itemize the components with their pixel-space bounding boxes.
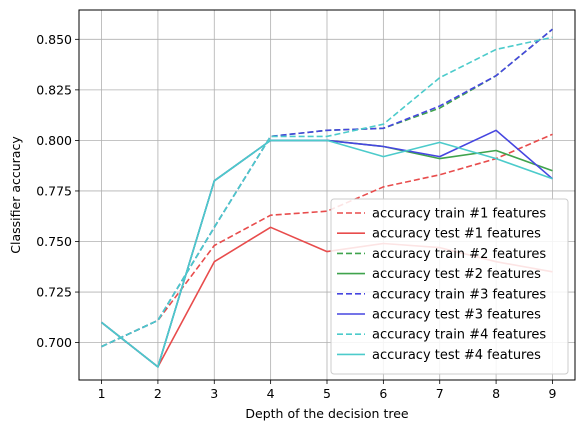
x-tick-label: 6: [379, 386, 387, 401]
y-tick-label: 0.850: [36, 32, 72, 47]
y-tick-label: 0.750: [36, 234, 72, 249]
legend-label-4: accuracy test #2 features: [372, 267, 541, 282]
series-layer: [101, 28, 554, 368]
legend-label-8: accuracy test #4 features: [372, 348, 541, 363]
y-tick-label: 0.725: [36, 285, 72, 300]
x-axis-ticks: 1 2 3 4 5 6 7 8 9: [98, 380, 556, 401]
y-tick-label: 0.700: [36, 335, 72, 350]
series-line-7: [101, 36, 553, 348]
x-tick-label: 8: [492, 386, 500, 401]
y-tick-label: 0.775: [36, 183, 72, 198]
x-axis-label: Depth of the decision tree: [245, 406, 409, 421]
x-tick-label: 5: [323, 386, 331, 401]
legend-box: [330, 198, 569, 375]
y-tick-label: 0.825: [36, 82, 72, 97]
x-tick-label: 4: [267, 386, 275, 401]
series-line-8: [101, 139, 553, 368]
x-tick-label: 7: [436, 386, 444, 401]
y-axis-label: Classifier accuracy: [8, 136, 23, 254]
series-line-1: [101, 133, 553, 348]
x-tick-label: 2: [154, 386, 162, 401]
x-tick-label: 3: [210, 386, 218, 401]
y-tick-label: 0.800: [36, 133, 72, 148]
legend-label-5: accuracy train #3 features: [372, 287, 546, 302]
legend: accuracy train #1 features accuracy test …: [330, 198, 569, 375]
legend-label-2: accuracy test #1 features: [372, 227, 541, 242]
legend-label-7: accuracy train #4 features: [372, 328, 546, 343]
legend-label-6: accuracy test #3 features: [372, 308, 541, 323]
x-tick-label: 1: [98, 386, 106, 401]
series-line-5: [101, 28, 554, 348]
legend-label-1: accuracy train #1 features: [372, 207, 546, 222]
x-tick-label: 9: [548, 386, 556, 401]
y-axis-ticks: 0.700 0.725 0.750 0.775 0.800 0.825 0.850: [36, 32, 79, 350]
legend-label-3: accuracy train #2 features: [372, 247, 546, 262]
